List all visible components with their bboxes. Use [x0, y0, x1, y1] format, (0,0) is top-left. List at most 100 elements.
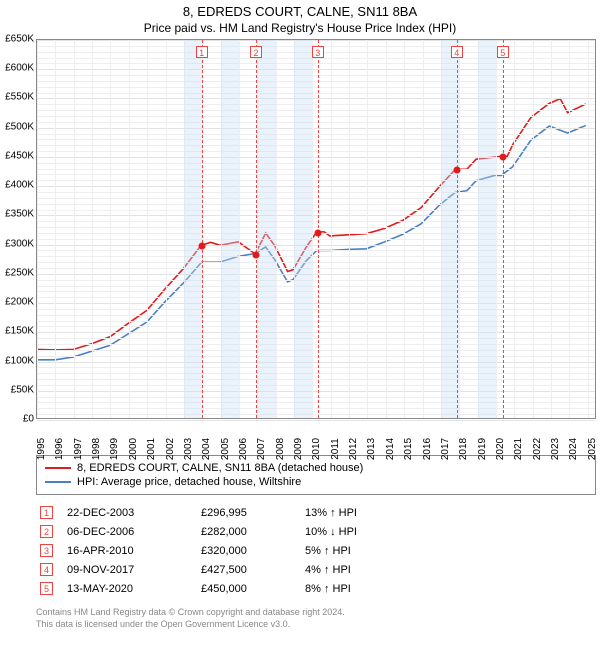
- shaded-year-band: [257, 40, 275, 418]
- y-tick-label: £250K: [0, 267, 34, 278]
- x-tick-label: 1996: [54, 438, 65, 460]
- x-tick-label: 2011: [330, 438, 341, 460]
- x-tick-label: 2009: [293, 438, 304, 460]
- transaction-price: £282,000: [201, 526, 291, 538]
- shaded-year-band: [221, 40, 239, 418]
- marker-box: 1: [196, 46, 208, 58]
- x-tick-label: 2013: [366, 438, 377, 460]
- legend: 8, EDREDS COURT, CALNE, SN11 8BA (detach…: [36, 455, 596, 495]
- x-tick-label: 2015: [403, 438, 414, 460]
- x-tick-label: 2005: [220, 438, 231, 460]
- shaded-year-band: [184, 40, 202, 418]
- marker-box: 2: [250, 46, 262, 58]
- legend-swatch: [45, 467, 71, 469]
- transaction-marker: 2: [40, 525, 53, 538]
- marker-box: 4: [451, 46, 463, 58]
- legend-item: 8, EDREDS COURT, CALNE, SN11 8BA (detach…: [45, 461, 587, 475]
- y-tick-label: £50K: [0, 384, 34, 395]
- transaction-price: £427,500: [201, 564, 291, 576]
- x-tick-label: 2020: [495, 438, 506, 460]
- x-tick-label: 2006: [238, 438, 249, 460]
- x-tick-label: 2007: [256, 438, 267, 460]
- marker-line: [503, 40, 504, 418]
- transaction-diff: 13% ↑ HPI: [305, 507, 357, 519]
- x-tick-label: 2008: [275, 438, 286, 460]
- y-tick-label: £600K: [0, 63, 34, 74]
- transaction-diff: 8% ↑ HPI: [305, 583, 351, 595]
- x-tick-label: 2003: [183, 438, 194, 460]
- x-tick-label: 2022: [532, 438, 543, 460]
- chart-title-line1: 8, EDREDS COURT, CALNE, SN11 8BA: [0, 0, 600, 19]
- price-chart: 1 2 3 4 5: [36, 39, 596, 419]
- x-tick-label: 2002: [165, 438, 176, 460]
- y-tick-label: £650K: [0, 34, 34, 45]
- marker-line: [202, 40, 203, 418]
- marker-dot: [314, 229, 321, 236]
- transaction-row: 3 16-APR-2010 £320,000 5% ↑ HPI: [36, 541, 596, 560]
- footer: Contains HM Land Registry data © Crown c…: [36, 606, 596, 630]
- y-tick-label: £0: [0, 414, 34, 425]
- marker-box: 5: [497, 46, 509, 58]
- transaction-price: £296,995: [201, 507, 291, 519]
- transaction-row: 4 09-NOV-2017 £427,500 4% ↑ HPI: [36, 560, 596, 579]
- legend-label: 8, EDREDS COURT, CALNE, SN11 8BA (detach…: [77, 462, 363, 474]
- transaction-diff: 10% ↓ HPI: [305, 526, 357, 538]
- x-tick-label: 2021: [513, 438, 524, 460]
- transaction-table: 1 22-DEC-2003 £296,995 13% ↑ HPI 2 06-DEC-200…: [36, 503, 596, 598]
- x-tick-label: 1997: [73, 438, 84, 460]
- transaction-marker: 3: [40, 544, 53, 557]
- x-tick-label: 2014: [385, 438, 396, 460]
- transaction-marker: 5: [40, 582, 53, 595]
- y-tick-label: £400K: [0, 180, 34, 191]
- x-tick-label: 2010: [311, 438, 322, 460]
- x-tick-label: 2019: [477, 438, 488, 460]
- y-tick-label: £100K: [0, 355, 34, 366]
- legend-label: HPI: Average price, detached house, Wilt…: [77, 476, 301, 488]
- x-tick-label: 2001: [146, 438, 157, 460]
- marker-line: [457, 40, 458, 418]
- x-tick-label: 2024: [568, 438, 579, 460]
- legend-swatch: [45, 481, 71, 483]
- transaction-row: 2 06-DEC-2006 £282,000 10% ↓ HPI: [36, 522, 596, 541]
- footer-line1: Contains HM Land Registry data © Crown c…: [36, 606, 596, 618]
- marker-dot: [253, 252, 260, 259]
- marker-line: [256, 40, 257, 418]
- shaded-year-band: [478, 40, 496, 418]
- transaction-row: 1 22-DEC-2003 £296,995 13% ↑ HPI: [36, 503, 596, 522]
- x-tick-label: 2000: [128, 438, 139, 460]
- x-tick-label: 2012: [348, 438, 359, 460]
- transaction-date: 16-APR-2010: [67, 545, 187, 557]
- marker-box: 3: [312, 46, 324, 58]
- y-tick-label: £500K: [0, 121, 34, 132]
- x-tick-label: 2023: [550, 438, 561, 460]
- transaction-diff: 4% ↑ HPI: [305, 564, 351, 576]
- footer-line2: This data is licensed under the Open Gov…: [36, 618, 596, 630]
- x-tick-label: 1999: [109, 438, 120, 460]
- y-tick-label: £150K: [0, 326, 34, 337]
- transaction-marker: 4: [40, 563, 53, 576]
- y-tick-label: £350K: [0, 209, 34, 220]
- transaction-marker: 1: [40, 506, 53, 519]
- y-tick-label: £300K: [0, 238, 34, 249]
- y-tick-label: £200K: [0, 297, 34, 308]
- y-tick-label: £550K: [0, 92, 34, 103]
- marker-dot: [499, 153, 506, 160]
- x-tick-label: 1998: [91, 438, 102, 460]
- x-tick-label: 2018: [458, 438, 469, 460]
- legend-item: HPI: Average price, detached house, Wilt…: [45, 475, 587, 489]
- x-tick-label: 2004: [201, 438, 212, 460]
- marker-dot: [453, 167, 460, 174]
- transaction-row: 5 13-MAY-2020 £450,000 8% ↑ HPI: [36, 579, 596, 598]
- transaction-diff: 5% ↑ HPI: [305, 545, 351, 557]
- transaction-date: 13-MAY-2020: [67, 583, 187, 595]
- x-tick-label: 2017: [440, 438, 451, 460]
- chart-title-line2: Price paid vs. HM Land Registry's House …: [0, 19, 600, 39]
- transaction-price: £450,000: [201, 583, 291, 595]
- transaction-price: £320,000: [201, 545, 291, 557]
- marker-dot: [198, 243, 205, 250]
- shaded-year-band: [294, 40, 312, 418]
- transaction-date: 09-NOV-2017: [67, 564, 187, 576]
- transaction-date: 22-DEC-2003: [67, 507, 187, 519]
- transaction-date: 06-DEC-2006: [67, 526, 187, 538]
- x-tick-label: 2016: [422, 438, 433, 460]
